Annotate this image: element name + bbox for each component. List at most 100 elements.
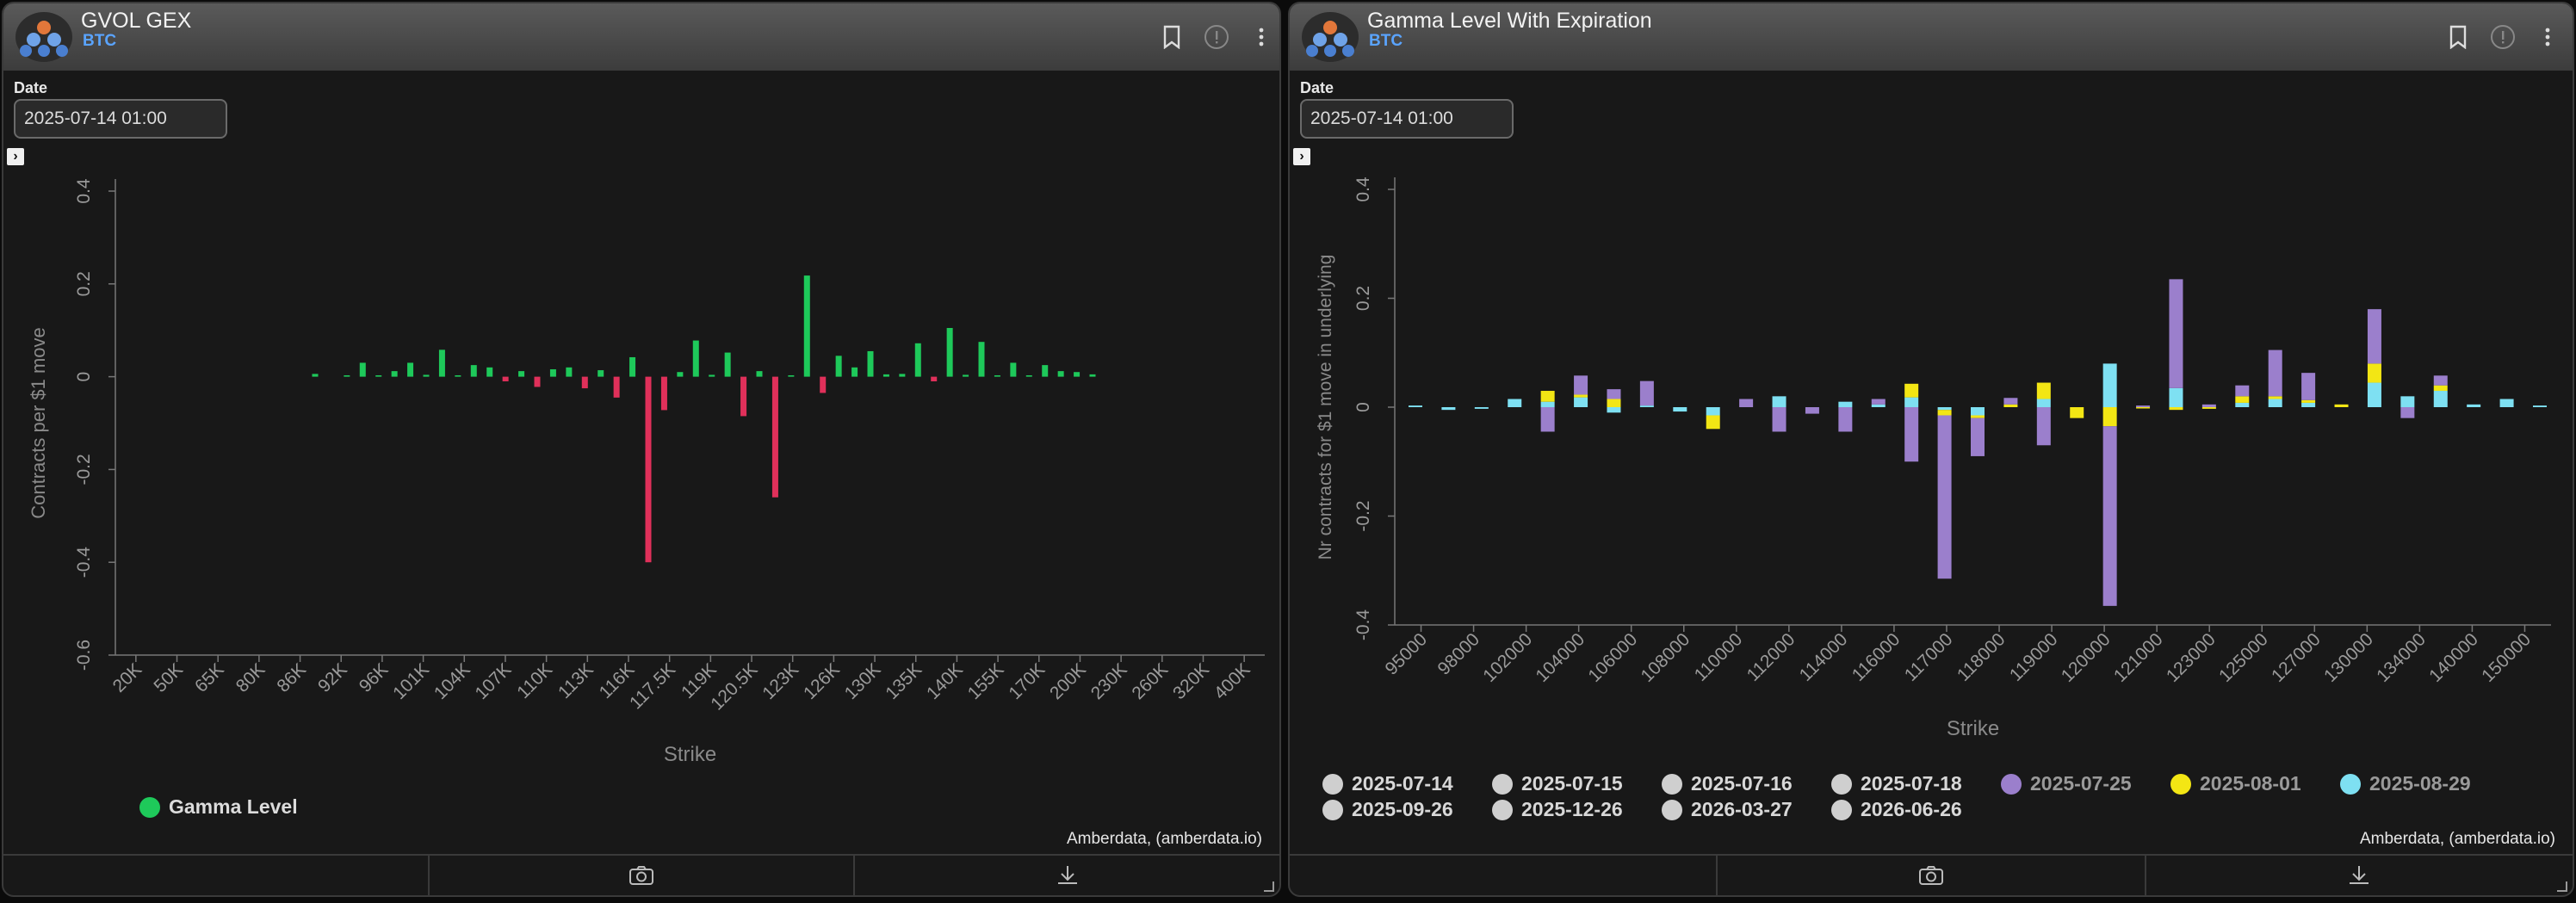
legend-item[interactable]: 2025-07-18 xyxy=(1831,772,1962,795)
x-tick-label: 110K xyxy=(513,659,556,702)
gamma-bar xyxy=(994,374,1000,377)
legend-item[interactable]: 2025-12-26 xyxy=(1492,798,1623,821)
legend-dot-icon xyxy=(1492,773,1513,795)
gamma-bar-segment xyxy=(2102,363,2117,407)
gamma-bar-segment xyxy=(2136,405,2151,407)
gamma-bar xyxy=(613,376,620,398)
gamma-bar xyxy=(771,376,778,498)
gamma-bar-segment xyxy=(1772,396,1786,407)
legend-dot-icon xyxy=(1831,773,1852,795)
legend-label: 2025-07-25 xyxy=(2030,772,2132,795)
gamma-bar xyxy=(407,362,414,377)
footer-blank xyxy=(3,856,430,895)
info-icon[interactable] xyxy=(1202,22,1231,52)
download-button[interactable] xyxy=(855,856,1279,895)
more-menu-icon[interactable] xyxy=(2533,22,2562,52)
x-tick-label: 101K xyxy=(389,659,433,703)
gamma-bar-segment xyxy=(2433,375,2448,386)
gamma-bar-segment xyxy=(2102,426,2117,606)
y-tick-label: 0 xyxy=(1353,402,1373,412)
resize-handle[interactable] xyxy=(2557,881,2567,892)
gamma-bar xyxy=(788,374,795,377)
x-tick-label: 98000 xyxy=(1434,629,1484,679)
legend-item[interactable]: Gamma Level xyxy=(139,795,298,819)
legend-label: 2025-07-16 xyxy=(1691,772,1793,795)
gamma-bar-segment xyxy=(2400,396,2415,407)
y-tick-label: -0.6 xyxy=(74,640,94,671)
gamma-bar xyxy=(1025,374,1032,377)
gamma-bar xyxy=(502,376,509,381)
legend-item[interactable]: 2026-06-26 xyxy=(1831,798,1962,821)
legend-item[interactable]: 2025-08-01 xyxy=(2170,772,2301,795)
gamma-bar-segment xyxy=(2169,387,2183,407)
screenshot-button[interactable] xyxy=(430,856,856,895)
legend-label: 2025-07-14 xyxy=(1352,772,1453,795)
gamma-bar xyxy=(724,352,731,377)
gamma-bar xyxy=(978,342,985,377)
legend-item[interactable]: 2025-07-25 xyxy=(2001,772,2132,795)
legend-label: 2025-07-18 xyxy=(1861,772,1962,795)
x-tick-label: 118000 xyxy=(1954,629,2009,685)
gamma-bar xyxy=(914,343,921,377)
date-input[interactable] xyxy=(14,99,227,139)
x-tick-label: 116000 xyxy=(1848,629,1904,685)
screenshot-button[interactable] xyxy=(1718,856,2146,895)
bookmark-icon[interactable] xyxy=(1157,22,1186,52)
gamma-bar-segment xyxy=(2467,404,2481,407)
x-tick-label: 230K xyxy=(1087,659,1131,703)
panel-header: Gamma Level With Expiration BTC xyxy=(1290,3,2573,71)
x-tick-label: 130K xyxy=(841,659,885,703)
gamma-bar-segment xyxy=(2400,407,2415,418)
expand-icon[interactable]: › xyxy=(1293,148,1310,165)
gamma-bar xyxy=(1057,371,1064,377)
gamma-bar xyxy=(470,365,477,377)
x-tick-label: 135K xyxy=(882,659,926,703)
y-tick-label: 0.4 xyxy=(1353,176,1373,202)
y-tick-label: 0.4 xyxy=(74,178,94,204)
gamma-bar-segment xyxy=(2367,382,2381,407)
gex-chart: 0.4 0.2 0 -0.2 -0.4 -0.6 Contracts per $1 move… xyxy=(28,178,1265,766)
gamma-bar-segment xyxy=(2235,396,2250,403)
gamma-bar-segment xyxy=(2499,399,2514,407)
gamma-bar xyxy=(882,374,889,377)
resize-handle[interactable] xyxy=(1264,881,1274,892)
gamma-bar-segment xyxy=(1871,399,1886,405)
y-tick-label: -0.4 xyxy=(1353,609,1373,641)
bookmark-icon[interactable] xyxy=(2443,22,2473,52)
gamma-bar-segment xyxy=(1574,394,1588,398)
legend-item[interactable]: 2026-03-27 xyxy=(1662,798,1793,821)
gamma-bar-segment xyxy=(1540,401,1555,407)
expand-icon[interactable]: › xyxy=(7,148,24,165)
legend-dot-icon xyxy=(1322,773,1343,795)
legend-item[interactable]: 2025-09-26 xyxy=(1322,798,1453,821)
gamma-bar-segment xyxy=(2070,407,2084,418)
legend-item[interactable]: 2025-08-29 xyxy=(2340,772,2471,795)
y-axis-label: Nr contracts for $1 move in underlying xyxy=(1316,255,1335,560)
camera-icon xyxy=(1918,866,1943,885)
legend-item[interactable]: 2025-07-16 xyxy=(1662,772,1793,795)
date-input[interactable] xyxy=(1300,99,1514,139)
y-tick-label: 0.2 xyxy=(74,271,94,296)
legend-item[interactable]: 2025-07-15 xyxy=(1492,772,1623,795)
gamma-bar xyxy=(629,356,636,377)
download-button[interactable] xyxy=(2146,856,2573,895)
legend-item[interactable]: 2025-07-14 xyxy=(1322,772,1453,795)
gamma-bar-segment xyxy=(1574,375,1588,395)
gamma-bar-segment xyxy=(1904,397,1919,407)
gamma-bar xyxy=(455,374,461,377)
gamma-bar-segment xyxy=(1971,407,1985,416)
x-tick-label: 96K xyxy=(356,659,393,696)
legend-dot-icon xyxy=(1831,799,1852,820)
info-icon[interactable] xyxy=(2488,22,2517,52)
x-tick-label: 104000 xyxy=(1532,629,1588,686)
x-tick-label: 140000 xyxy=(2425,629,2482,686)
x-tick-label: 123K xyxy=(759,659,802,703)
gamma-bar-segment xyxy=(2301,399,2316,403)
gamma-bar-segment xyxy=(2201,407,2216,409)
gamma-bar-segment xyxy=(2169,407,2183,411)
more-menu-icon[interactable] xyxy=(1247,22,1276,52)
gamma-bar-segment xyxy=(2003,398,2018,405)
gamma-bar-segment xyxy=(1441,407,1456,411)
gamma-bar-segment xyxy=(2367,309,2381,364)
gamma-bar xyxy=(549,368,556,377)
